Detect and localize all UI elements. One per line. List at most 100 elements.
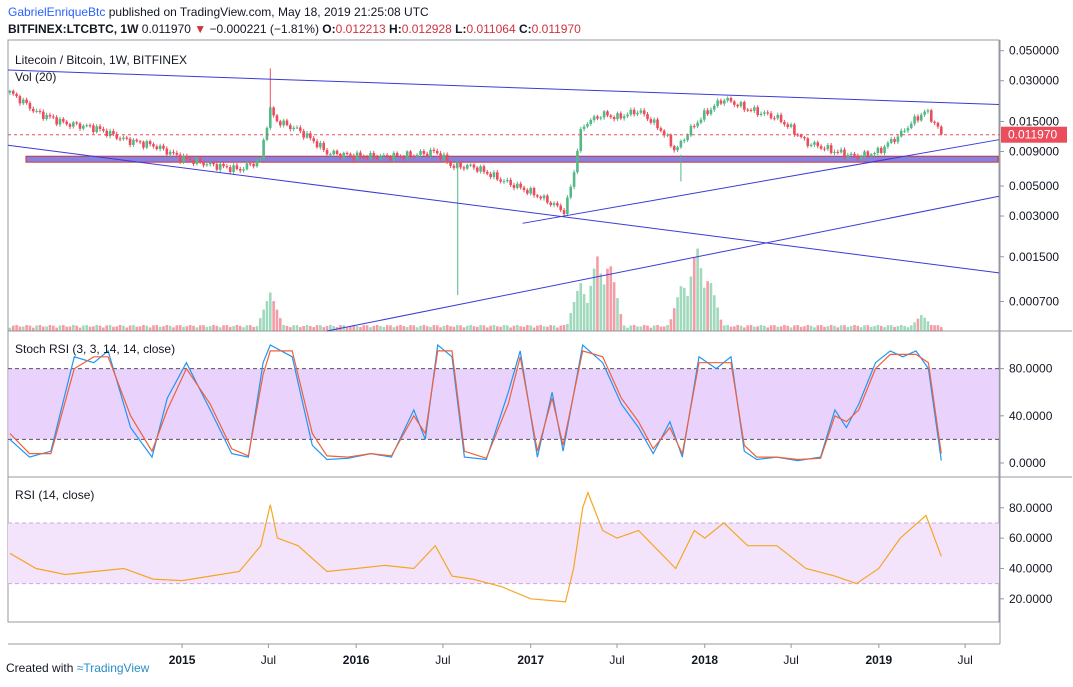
candle-body xyxy=(178,154,182,162)
candle-body xyxy=(432,149,436,151)
symbol-label: BITFINEX:LTCBTC, 1W xyxy=(8,22,139,36)
volume-bar xyxy=(929,324,933,331)
candle-body xyxy=(813,142,816,145)
candle-body xyxy=(279,121,282,126)
candle-body xyxy=(816,142,820,147)
volume-bar xyxy=(28,325,32,331)
candle-body xyxy=(152,144,155,147)
volume-bar xyxy=(158,326,162,331)
rsi-line xyxy=(9,490,942,603)
volume-bar xyxy=(262,309,265,331)
price-tick-label: 0.003000 xyxy=(1009,209,1059,223)
candle-body xyxy=(389,156,392,161)
candle-body xyxy=(422,151,426,154)
candle-body xyxy=(669,134,673,147)
candle-body xyxy=(122,137,125,139)
volume-bar xyxy=(302,326,305,331)
volume-bar xyxy=(502,325,506,331)
volume-bar xyxy=(923,317,926,331)
volume-bar xyxy=(879,325,883,331)
rsi-tick-label: 40.0000 xyxy=(1009,561,1053,575)
tradingview-brand[interactable]: TradingView xyxy=(83,661,150,675)
volume-bar xyxy=(723,325,726,331)
volume-bar xyxy=(726,325,729,331)
candle-body xyxy=(342,152,346,158)
volume-bar xyxy=(359,327,362,331)
trendline-upper xyxy=(7,69,1000,106)
open-value: 0.012213 xyxy=(335,22,386,36)
volume-bar xyxy=(836,327,840,331)
volume-bar xyxy=(616,298,619,331)
candle-body xyxy=(105,130,109,137)
candle-body xyxy=(536,195,539,197)
candle-body xyxy=(205,164,209,166)
volume-bar xyxy=(712,295,716,331)
volume-bar xyxy=(238,325,242,331)
volume-bar xyxy=(225,325,229,331)
rsi-tick-label: 80.0000 xyxy=(1009,501,1053,515)
candle-body xyxy=(566,197,569,214)
volume-bar xyxy=(389,325,392,331)
volume-bar xyxy=(833,325,836,331)
candle-body xyxy=(749,109,753,111)
candle-body xyxy=(646,114,649,120)
tradingview-logo-icon[interactable]: ≈ xyxy=(76,661,84,675)
candle-body xyxy=(849,153,853,156)
candle-body xyxy=(696,122,699,127)
volume-bar xyxy=(702,287,706,331)
candle-body xyxy=(322,142,326,150)
volume-bar xyxy=(552,325,556,331)
volume-bar xyxy=(559,325,563,331)
candle-body xyxy=(162,145,165,149)
volume-bar xyxy=(459,325,462,331)
volume-bar xyxy=(98,325,102,331)
candle-body xyxy=(435,150,439,154)
candle-body xyxy=(933,121,936,123)
trendline-lower xyxy=(7,144,1000,274)
volume-bar xyxy=(642,325,646,331)
candle-body xyxy=(409,151,412,156)
volume-bar xyxy=(649,327,653,331)
volume-bar xyxy=(329,324,332,331)
volume-bar xyxy=(893,326,896,331)
volume-bar xyxy=(479,325,482,331)
candle-body xyxy=(869,154,873,156)
volume-bar xyxy=(916,318,920,331)
volume-bar xyxy=(556,327,559,331)
volume-bar xyxy=(52,325,55,331)
stoch-pane-title: Stoch RSI (3, 3, 14, 14, close) xyxy=(15,342,175,356)
volume-bar xyxy=(542,326,546,331)
candle-body xyxy=(893,138,896,142)
candle-body xyxy=(268,107,272,128)
candle-body xyxy=(739,102,743,107)
candle-body xyxy=(529,188,532,194)
candle-body xyxy=(619,113,623,119)
candle-body xyxy=(913,116,916,124)
volume-bar xyxy=(793,325,796,331)
candle-body xyxy=(549,202,553,205)
candle-body xyxy=(132,139,135,145)
volume-bar xyxy=(659,326,663,331)
volume-bar xyxy=(102,327,105,331)
candle-body xyxy=(699,119,703,123)
price-pane-title: Litecoin / Bitcoin, 1W, BITFINEX xyxy=(15,53,187,67)
candle-body xyxy=(726,98,729,101)
candle-body xyxy=(559,205,563,211)
volume-bar xyxy=(499,326,502,331)
candle-body xyxy=(806,138,810,146)
candle-body xyxy=(586,124,589,127)
candle-body xyxy=(916,116,920,121)
ohlc-header: BITFINEX:LTCBTC, 1W 0.011970 ▼ −0.000221… xyxy=(8,22,581,36)
candle-body xyxy=(212,162,215,165)
volume-bar xyxy=(686,296,689,331)
volume-bar xyxy=(175,325,179,331)
candle-body xyxy=(599,117,603,119)
volume-bar xyxy=(899,324,903,331)
candle-body xyxy=(235,165,239,170)
open-label: O: xyxy=(322,22,336,36)
author-link[interactable]: GabrielEnriqueBtc xyxy=(8,5,106,19)
candle-body xyxy=(532,188,536,196)
candle-body xyxy=(789,124,793,127)
volume-bar xyxy=(439,327,442,331)
